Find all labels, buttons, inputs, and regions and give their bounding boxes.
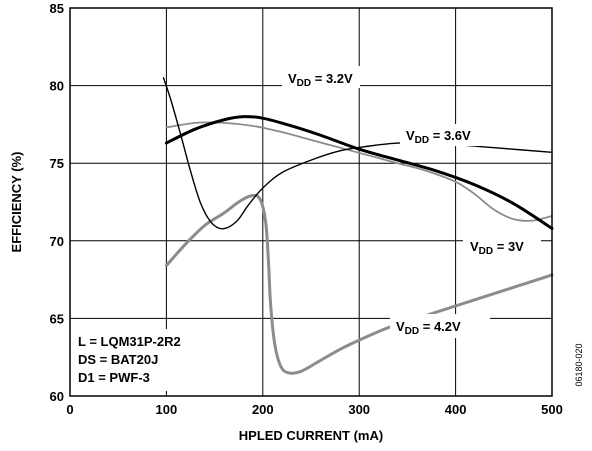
annotation-vdd-3v6: VDD = 3.6V bbox=[406, 128, 471, 146]
x-tick-label: 100 bbox=[156, 402, 178, 417]
y-axis-label: EFFICIENCY (%) bbox=[9, 152, 24, 253]
figure-id: 06180-020 bbox=[574, 343, 584, 386]
y-tick-label: 70 bbox=[50, 234, 64, 249]
condition-inductor: L = LQM31P-2R2 bbox=[78, 334, 181, 349]
x-tick-label: 200 bbox=[252, 402, 274, 417]
y-tick-label: 80 bbox=[50, 79, 64, 94]
annotation-vdd-4v2: VDD = 4.2V bbox=[396, 319, 461, 337]
x-tick-label: 500 bbox=[541, 402, 563, 417]
annotation-bg-3v bbox=[463, 234, 541, 258]
x-axis-label: HPLED CURRENT (mA) bbox=[239, 428, 383, 443]
x-tick-label: 0 bbox=[66, 402, 73, 417]
series-line-vdd-3v2 bbox=[164, 115, 554, 230]
series-group bbox=[162, 77, 554, 375]
plot-frame bbox=[69, 7, 553, 397]
series-line-vdd-3v bbox=[165, 121, 553, 222]
annotation-vdd-3v: VDD = 3V bbox=[470, 239, 524, 257]
annotation-bg-3v2 bbox=[282, 66, 360, 88]
annotation-vdd-3v2: VDD = 3.2V bbox=[288, 71, 353, 89]
y-tick-labels: 60 65 70 75 80 85 bbox=[50, 1, 64, 404]
x-tick-label: 300 bbox=[348, 402, 370, 417]
x-tick-label: 400 bbox=[445, 402, 467, 417]
y-tick-label: 85 bbox=[50, 1, 64, 16]
annotation-bg-3v6 bbox=[400, 124, 484, 146]
annotation-bg-4v2 bbox=[390, 314, 490, 338]
condition-diode-d1: D1 = PWF-3 bbox=[78, 370, 150, 385]
condition-diode-ds: DS = BAT20J bbox=[78, 352, 158, 367]
conditions-bg bbox=[74, 329, 194, 391]
x-tick-labels: 0 100 200 300 400 500 bbox=[66, 402, 562, 417]
y-tick-label: 65 bbox=[50, 311, 64, 326]
y-tick-label: 75 bbox=[50, 156, 64, 171]
y-tick-label: 60 bbox=[50, 389, 64, 404]
